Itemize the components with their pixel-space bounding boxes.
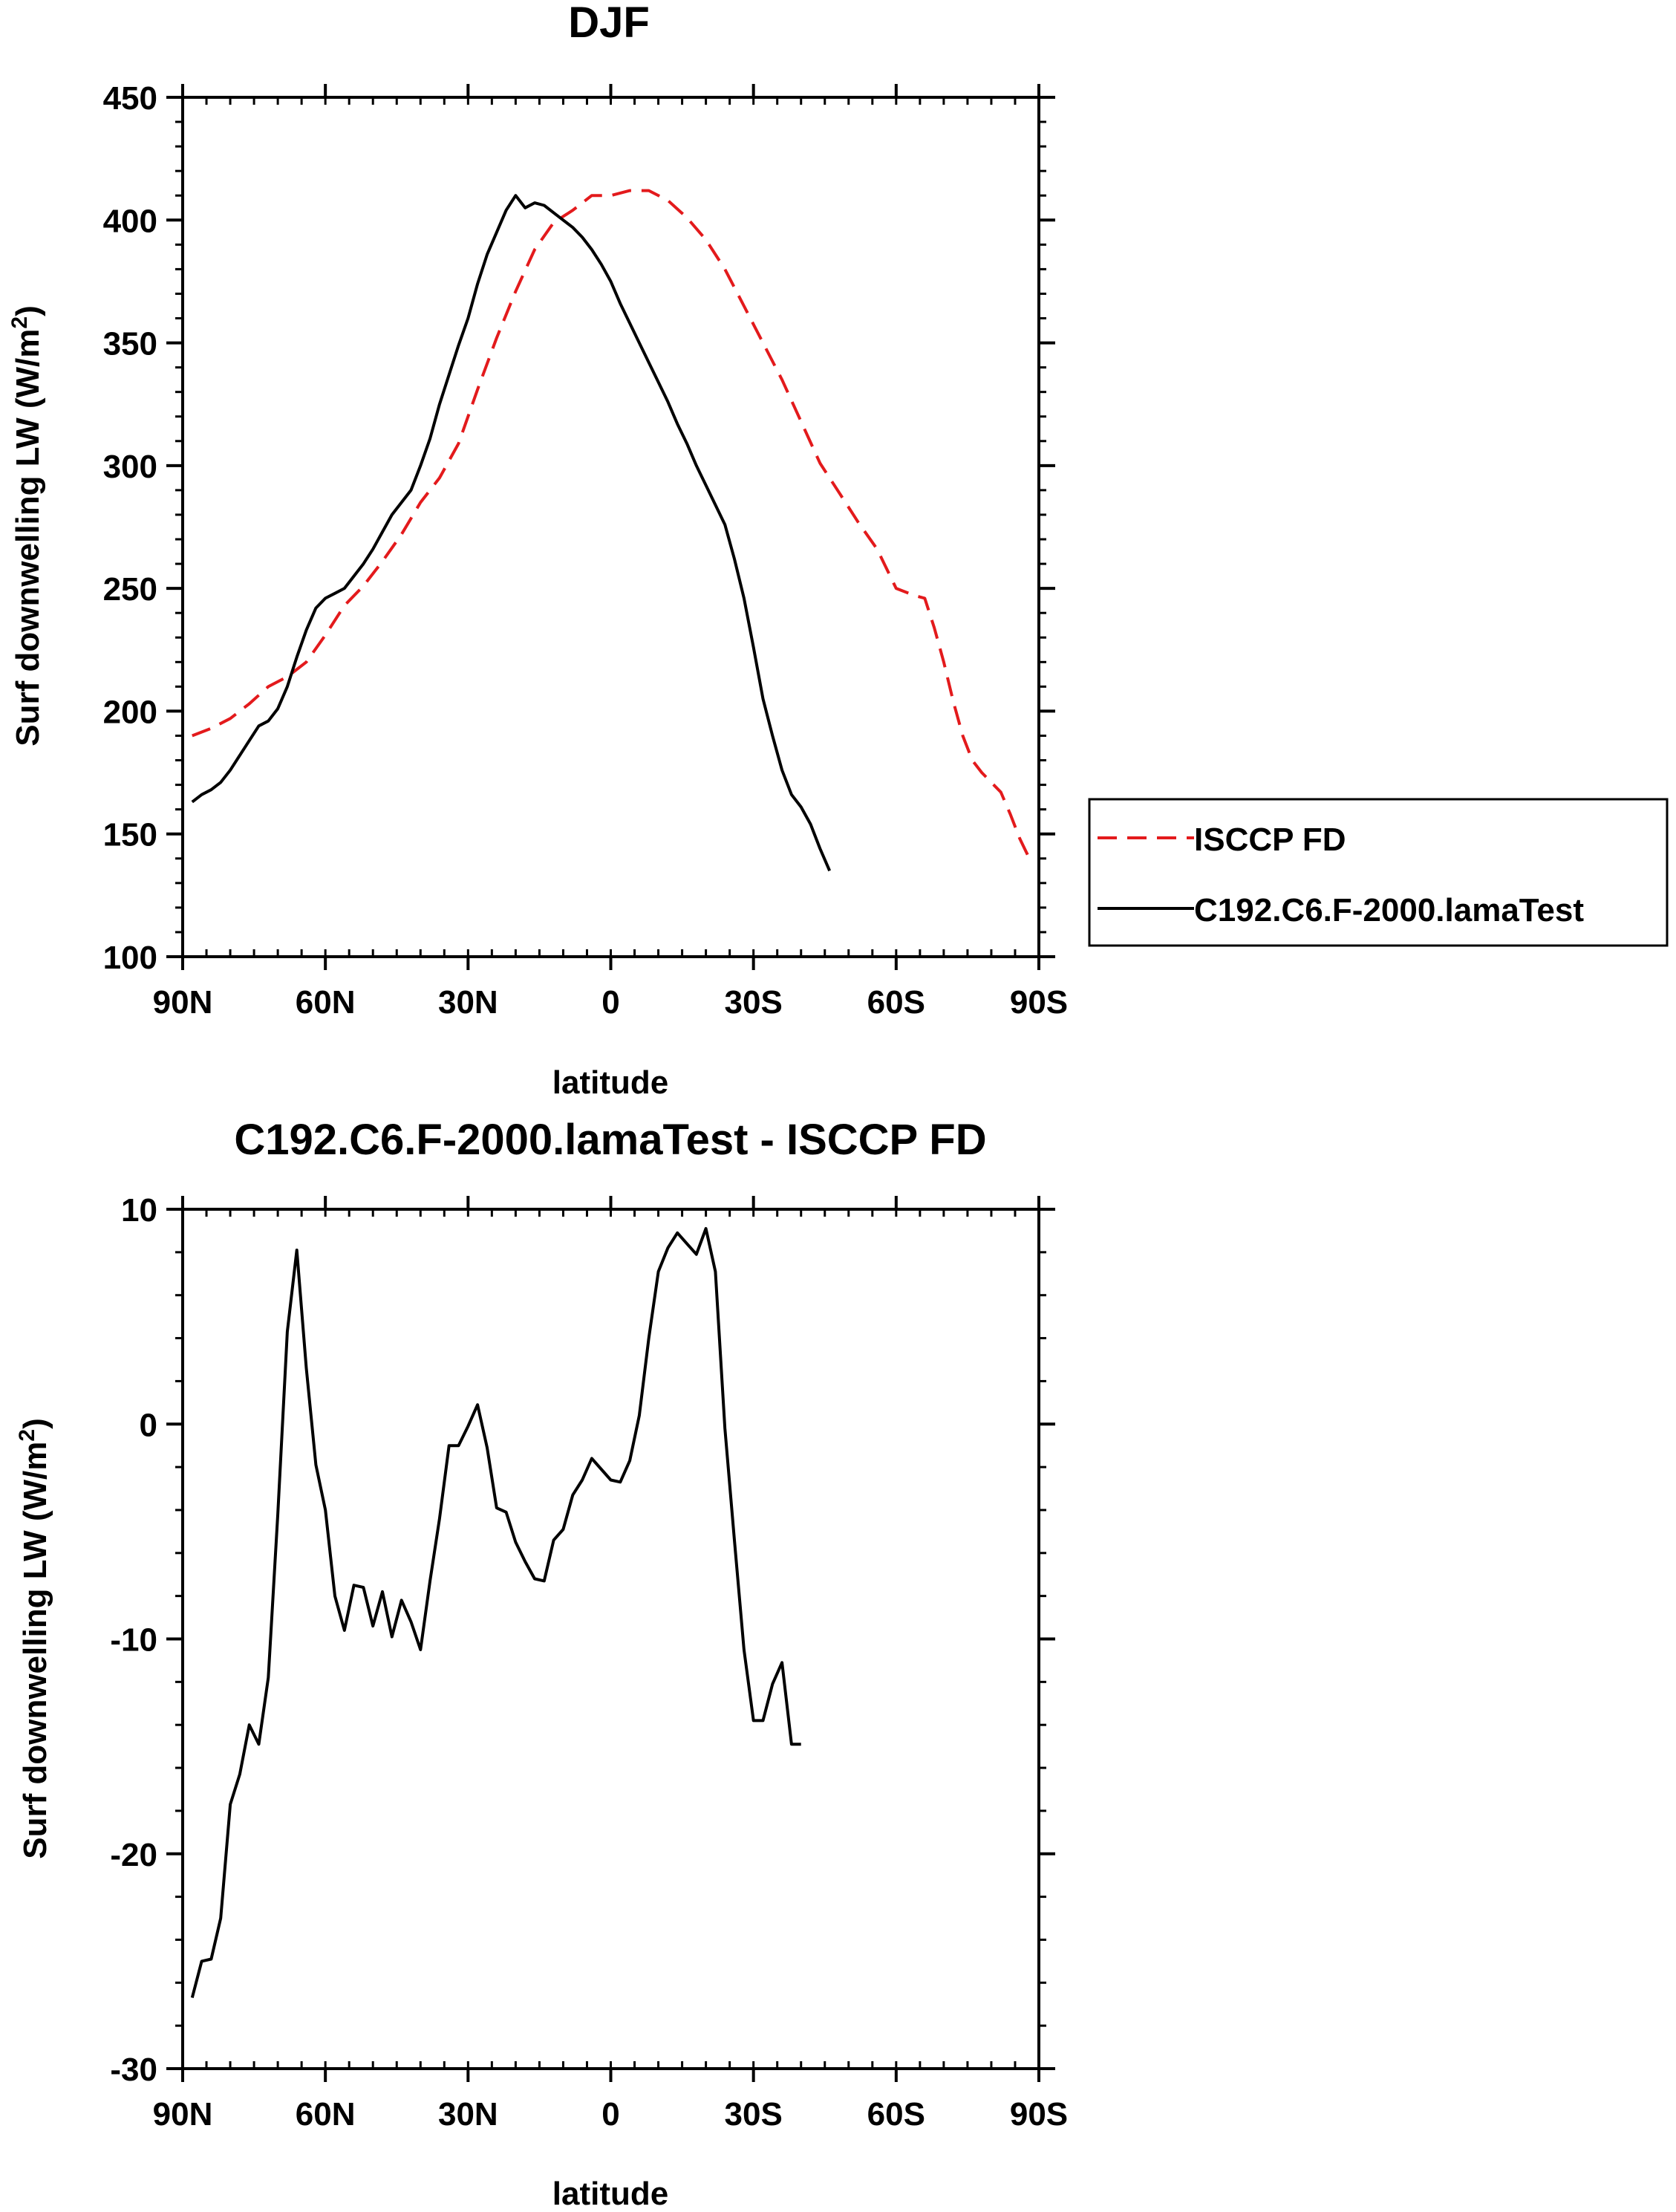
bottom-y-tick-label: 10 [121, 1192, 157, 1229]
top-series-line-0 [192, 189, 1031, 859]
bottom-x-tick-label: 60N [296, 2096, 356, 2133]
bottom-x-tick-label: 60S [867, 2096, 925, 2133]
bottom-y-axis-label: Surf downwelling LW (W/m2) [15, 1418, 53, 1859]
top-x-tick-label: 60N [296, 984, 356, 1021]
bottom-y-tick-label: -30 [110, 2052, 157, 2088]
bottom-x-tick-label: 0 [601, 2096, 619, 2133]
bottom-y-tick-label: 0 [140, 1407, 157, 1443]
legend-label-isccp: ISCCP FD [1194, 822, 1346, 858]
bottom-series-lines [190, 1227, 801, 1999]
bottom-plot-frame [181, 1208, 1040, 2070]
top-x-tick-label: 30S [725, 984, 783, 1021]
bottom-x-tick-label: 90S [1010, 2096, 1068, 2133]
top-y-tick-label: 200 [103, 694, 157, 730]
top-x-tick-label: 90N [153, 984, 213, 1021]
top-y-tick-label: 400 [103, 203, 157, 239]
top-y-tick-label: 150 [103, 817, 157, 853]
bottom-axis-ticks: 90N 60N 30N 0 30S 60S 90S -30 -20 -10 0 10 [110, 1192, 1068, 2133]
top-series-lines [191, 189, 1031, 872]
top-x-tick-label: 30N [438, 984, 498, 1021]
bottom-y-tick-label: -10 [110, 1622, 157, 1659]
top-x-tick-label: 0 [601, 984, 619, 1021]
bottom-y-tick-label: -20 [110, 1837, 157, 1873]
top-x-axis-label: latitude [552, 1064, 668, 1101]
legend-box [1088, 798, 1669, 947]
top-y-tick-label: 300 [103, 449, 157, 485]
top-y-tick-label: 100 [103, 940, 157, 976]
bottom-chart-title: C192.C6.F-2000.lamaTest - ISCCP FD [234, 1116, 986, 1164]
bottom-x-tick-label: 90N [153, 2096, 213, 2133]
bottom-series-line-0 [190, 1227, 801, 1999]
top-y-tick-label: 450 [103, 80, 157, 117]
bottom-x-tick-label: 30N [438, 2096, 498, 2133]
bottom-x-axis-label: latitude [552, 2176, 668, 2212]
top-axis-ticks: 90N 60N 30N 0 30S 60S 90S 100 150 200 250 300 350 400… [103, 80, 1069, 1021]
top-y-tick-label: 350 [103, 326, 157, 362]
top-x-tick-label: 90S [1010, 984, 1068, 1021]
bottom-chart: C192.C6.F-2000.lamaTest - ISCCP FD 90N 60… [15, 1116, 1068, 2212]
top-y-tick-label: 250 [103, 571, 157, 608]
top-chart: DJF 90N 60N 30N 0 30S 60S 90S 100 150 200 250 300 35… [7, 0, 1669, 1101]
top-x-tick-label: 60S [867, 984, 925, 1021]
legend-label-model: C192.C6.F-2000.lamaTest [1194, 892, 1584, 928]
bottom-x-tick-label: 30S [725, 2096, 783, 2133]
top-plot-frame [181, 96, 1040, 958]
legend: ISCCP FD C192.C6.F-2000.lamaTest [1088, 798, 1669, 947]
top-series-line-1 [191, 194, 832, 872]
top-chart-title: DJF [568, 0, 650, 47]
top-y-axis-label: Surf downwelling LW (W/m2) [7, 305, 46, 746]
